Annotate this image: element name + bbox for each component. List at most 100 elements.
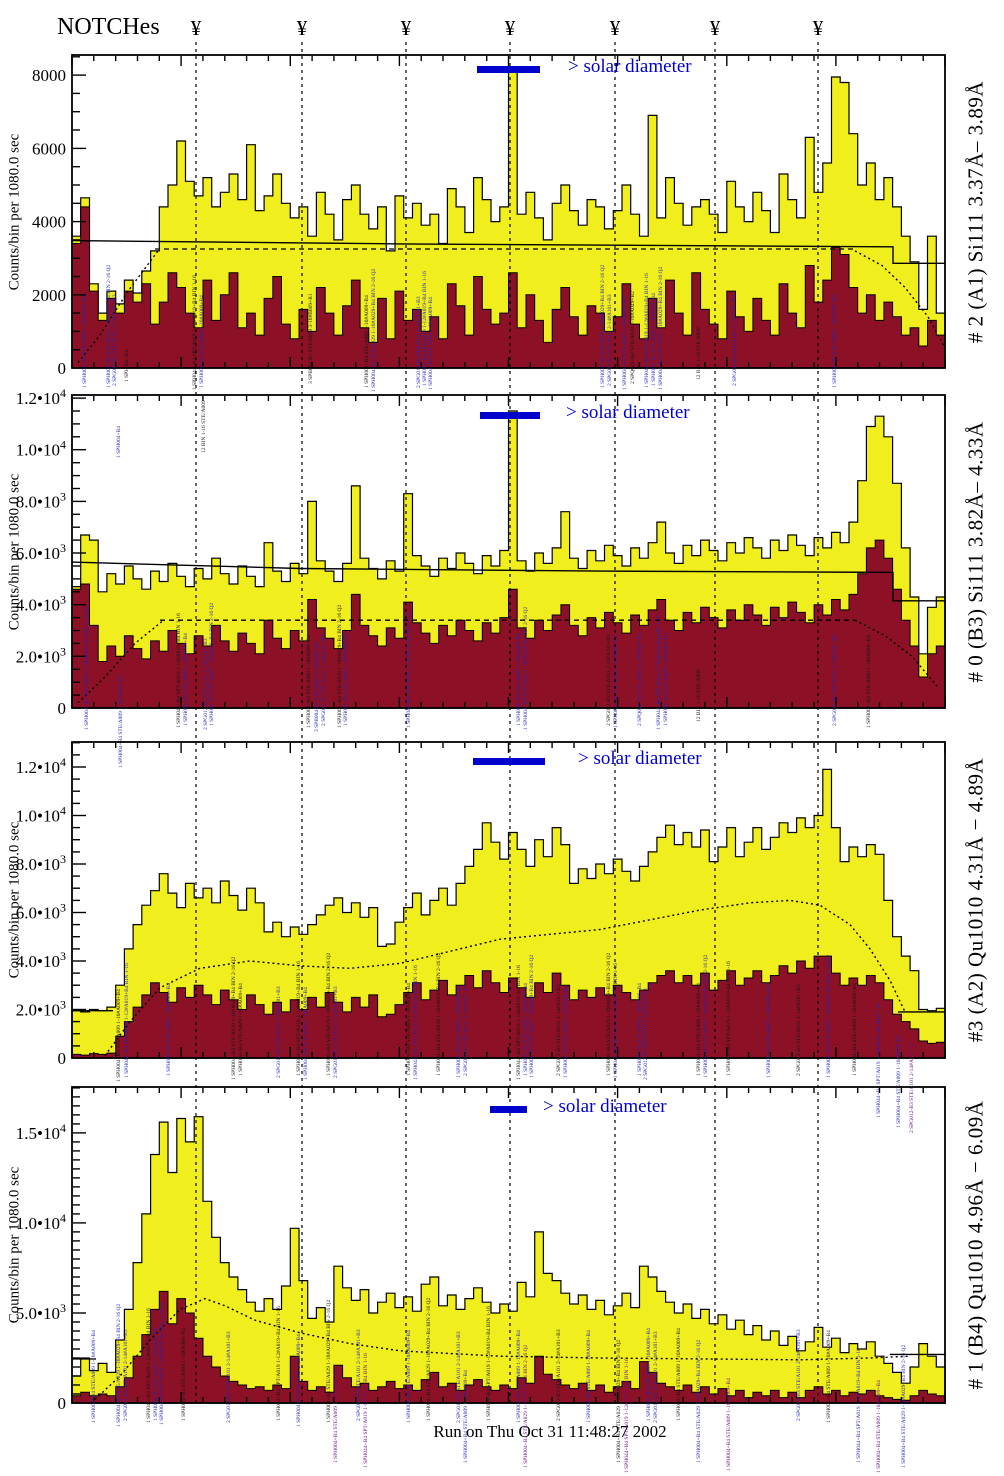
event-annotation: 1 SPH004+B4 STE/A009 1-16#A009+B4 <box>832 295 838 388</box>
event-annotation: 2 SPG012-B3 STE/A101 2-14#A101+B3 <box>456 1331 462 1423</box>
event-annotation: 1 SPH004+B4 STE/A009 1-16#A009+B4 <box>406 983 412 1076</box>
event-annotation: 1 SPH004+B4 STE/A009 1-16#A009+B4 <box>876 1380 882 1473</box>
y-tick-label: 6000 <box>32 139 66 158</box>
event-annotation: 1 SPH004+B4 STE/A009 1-16#A009+B4 <box>181 1328 187 1421</box>
event-annotation: 1 SPH044+B4 SPT/A019 1-12#A019+B4 BIN 1-… <box>192 275 198 390</box>
event-annotation: 2 SPG012-B3 STE/A101 2-14#A101+B3 <box>112 294 118 386</box>
event-annotation: 1 SPH004+B4 STE/A009 1-16#A009+B4 <box>766 985 772 1078</box>
event-annotation: 2 SPG012-B3 STE/A101 2-14#A101+B3 <box>607 294 613 386</box>
notch-symbol: ¥ <box>812 16 824 40</box>
event-annotation: 1 SPH004+B4 STE/A009 1-16#A009+B4 <box>118 675 124 768</box>
event-annotation: 2 SPQ024+B2 STE/A049 2-16#A049+B2 <box>630 291 636 384</box>
event-annotation: 1 SPH004+B4 STE/A009 1-16#A009+B4 <box>183 633 189 726</box>
event-annotation: 1 SPH044+B4 SPT/A019 1-12#A019+B4 BIN 1-… <box>124 963 130 1078</box>
y-tick-label: 0 <box>58 1049 67 1068</box>
detector-label-panel2: # 0 (B3) Si111 3.82Å– 4.33Å <box>963 420 988 683</box>
event-annotation: 1 SPH044+B4 SPT/A019 1-12#A019+B4 BIN 1-… <box>406 613 412 728</box>
solar-diameter-bar <box>477 66 540 73</box>
event-annotation: 1 SPH004+B4 STE/A009 1-16#A009+B4 <box>364 295 370 388</box>
event-annotation: 1 SPH044+B4 SPT/A019 1-12#A019+B4 BIN 1-… <box>276 1306 282 1421</box>
solar-diameter-label: > solar diameter <box>543 1096 667 1117</box>
event-annotation: 1 SPH004+B4 STE/A009 1-16#A009+B4 <box>726 1378 732 1471</box>
event-annotation: 1 SPH004+B4 STE/A029 1-16#A029+B4 BIN 2-… <box>616 1340 622 1463</box>
event-annotation: 1 SPH004+B4 STE/A029 1-16#A029+B4 BIN 2-… <box>529 955 535 1078</box>
event-annotation: 1 SPH044+B4 SPT/A019 1-12#A019+B4 BIN 1-… <box>363 1353 369 1468</box>
panel-frame-4 <box>71 1086 946 1404</box>
event-annotation: 1 SPH004+B4 STE/A009 1-16#A009+B4 <box>238 983 244 1076</box>
event-annotation: 1 SPH004+B4 STE/A009 1-16#A009+B4 <box>646 1328 652 1421</box>
solar-diameter-label: > solar diameter <box>568 56 692 77</box>
event-annotation: 2 SPG012-B3 STE/A101 2-14#A101+B3 <box>463 984 469 1076</box>
detector-label-panel3: #3 (A2) Qu1010 4.31Å − 4.89Å <box>963 757 988 1043</box>
expected-rate-dotted-curve <box>77 250 159 363</box>
expected-rate-dotted-curve <box>854 250 945 347</box>
event-annotation: 1 SPH004+B4 STE/A009 1-16#A009+B4 <box>463 1370 469 1463</box>
event-annotation: 1 SPH004+B4 STE/A009 1-16#A009+B4 <box>826 1330 832 1423</box>
event-annotation: 1 SPH004+B4 STE/A009 1-16#A009+B4 <box>116 989 122 1082</box>
y-tick-label: 5.0•103 <box>16 1301 66 1323</box>
event-annotation: 1 SPH004+B4 STE/A029 1-16#A029+B4 BIN 2-… <box>658 267 664 390</box>
event-annotation: 1 SPH044+B4 SPT/A019 1-12#A019+B4 BIN 1-… <box>413 965 419 1080</box>
y-tick-label: 0 <box>58 1394 67 1413</box>
event-annotation: 1 SPH004+B4 STE/A009 1-16#A009+B4 <box>296 1334 302 1427</box>
event-annotation: 1 SPH004+B4 STE/A029 1-16#A029+B4 BIN 2-… <box>696 1340 702 1463</box>
event-annotation: 1 SPH004+B4 STE/A029 1-16#A029+B4 BIN 2-… <box>523 1345 529 1468</box>
event-annotation: 1 SPH004+B4 STE/A009 1-16#A009+B4 <box>696 983 702 1076</box>
event-annotation: 1 SPH044+B4 SPT/A019 1-12#A019+B4 BIN 1-… <box>296 961 302 1076</box>
histogram-source-counts-panel3 <box>71 955 946 1059</box>
y-tick-label: 1.5•104 <box>16 1121 66 1143</box>
event-annotation: 1 SPH004+B4 STE/A029 1-16#A029+B4 BIN 2-… <box>326 1300 332 1423</box>
event-annotation: 2 SPG012-B3 STE/A101 2-14#A101+B3 <box>556 1329 562 1421</box>
event-annotation: 2 SPG012-B3 STE/A101 2-14#A101+B3 <box>333 986 339 1078</box>
event-annotation: 3 SPB004-R1 STE/B009 3-16#B009+R1 <box>314 641 320 732</box>
expected-rate-dotted-curve <box>854 619 939 688</box>
event-annotation: 2 SPG012-B3 STE/A101 2-14#A101+B3 <box>653 1331 659 1423</box>
expected-rate-dotted-curve <box>104 899 906 1057</box>
event-annotation: 1 SPH004+B4 STE/A009 1-16#A009+B4 <box>516 1330 522 1423</box>
event-annotation: 1 SPH004+B4 STE/A029 1-16#A029+B4 BIN 2-… <box>901 1345 907 1468</box>
event-annotation: 1 SPH004+B4 STE/A009 1-16#A009+B4 <box>428 297 434 390</box>
solar-diameter-label: > solar diameter <box>566 402 690 423</box>
event-annotation: 1 SPH044+B4 SPT/A019 1-12#A019+B4 BIN 1-… <box>613 963 619 1078</box>
event-annotation: 1 SPH004+B4 STE/A009 1-16#A009+B4 <box>199 295 205 388</box>
event-annotation: 1 SPH044+B4 SPT/A019 1-12#A019+B4 BIN 1-… <box>876 1003 882 1118</box>
event-annotation: 2 SPG012-B3 STE/A101 2-14#A101+B3 <box>732 294 738 386</box>
event-annotation: 1 SPH004+B4 STE/A029 1-16#A029+B4 BIN 2-… <box>106 265 112 388</box>
event-annotation: 1 SPH004+B4 STE/A029 1-16#A029+B4 BIN 2-… <box>826 955 832 1078</box>
event-annotation: 2 SPG012-B3 STE/A101 2-14#A101+B3 <box>606 634 612 726</box>
y-tick-label: 0 <box>58 359 67 378</box>
histogram-source-counts-panel1 <box>71 206 946 369</box>
event-annotation: 1 SPH004+B4 STE/A029 1-16#A029+B4 BIN 2-… <box>523 607 529 730</box>
y-tick-label: 1.2•104 <box>16 386 66 408</box>
event-annotation: 1 SPH004+B4 STE/A009 1-16#A009+B4 <box>622 297 628 390</box>
event-annotation: 1 SPH004+B4 STE/A009 1-16#A009+B4 <box>563 985 569 1078</box>
event-annotation: 1 SPH004+B4 STE/A009 1-16#A009+B4 <box>406 1330 412 1423</box>
y-tick-label: 4000 <box>32 213 66 232</box>
event-annotation: 2 SPG012-B3 STE/A101 2-14#A101+B3 <box>643 988 649 1080</box>
event-annotation: 1 SPH044+B4 SPT/A019 1-12#A019+B4 BIN 1-… <box>176 613 182 728</box>
y-tick-label: 2.0•103 <box>16 998 66 1020</box>
y-axis-label-panel1: Counts/bin per 1080.0 sec <box>6 133 23 290</box>
event-annotation: 1 SPH004+B4 STE/A009 1-16#A009+B4 <box>676 1328 682 1421</box>
event-annotation: 1 SPH004+B4 STE/A029 1-16#A029+B4 BIN 2-… <box>231 957 237 1080</box>
event-annotation: 1 SPH044+B4 SPT/A019 1-12#A019+B4 BIN 1-… <box>856 1348 862 1463</box>
y-axis-label-panel3: Counts/bin per 1080.0 sec <box>6 821 23 979</box>
event-annotation: 1 SPH004+B4 STE/A009 1-16#A009+B4 <box>523 983 529 1076</box>
notch-symbol: ¥ <box>609 16 621 40</box>
histogram-source-counts-panel4 <box>71 1290 946 1404</box>
event-annotation: 1 SPH004+B4 STE/A009 1-16#A009+B4 <box>866 635 872 728</box>
y-tick-label: 4.0•103 <box>16 949 66 971</box>
detector-label-panel4: # 1 (B4) Qu1010 4.96Å − 6.09Å <box>963 1100 988 1390</box>
panel-frame-2 <box>71 394 946 709</box>
event-annotation: 1 SPH004+B4 STE/A029 1-16#A029+B4 BIN 2-… <box>703 955 709 1078</box>
event-annotation: 1 SPH004+B4 STE/A029 1-16#A029+B4 BIN 2-… <box>606 953 612 1076</box>
event-annotation: 2 SPG012-B3 STE/A101 2-14#A101+B3 <box>832 634 838 726</box>
event-annotation: 1 SPH004+B4 STE/A009 1-16#A009+B4 <box>456 985 462 1078</box>
notch-symbol: ¥ <box>190 16 202 40</box>
solar-diameter-bar <box>480 412 540 419</box>
event-annotation: 1 SPH044+B4 SPT/A019 1-12#A019+B4 BIN 1-… <box>516 965 522 1080</box>
histogram-source-counts-panel2 <box>71 539 946 709</box>
notches-title: NOTCHes <box>57 14 160 40</box>
panel-frame-3 <box>71 741 946 1059</box>
